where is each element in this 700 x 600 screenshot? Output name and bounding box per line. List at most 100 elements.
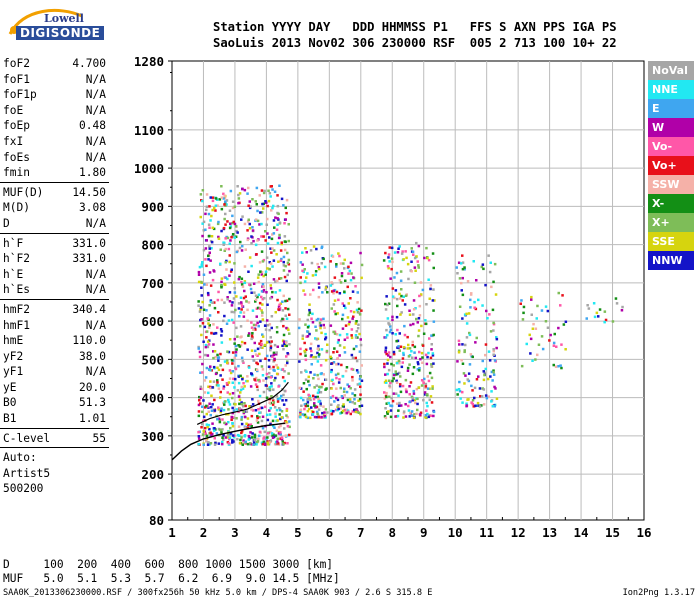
echo-dot <box>390 246 394 250</box>
echo-dot <box>418 350 421 354</box>
legend-item-nnw: NNW <box>648 251 694 270</box>
echo-dot <box>351 401 354 404</box>
echo-dot <box>471 399 475 402</box>
echo-dot <box>198 265 202 269</box>
echo-dot <box>263 189 266 193</box>
echo-dot <box>217 235 220 239</box>
echo-dot <box>271 355 274 358</box>
echo-dot <box>397 394 400 397</box>
echo-dot <box>431 387 434 390</box>
echo-dot <box>270 340 273 343</box>
echo-dot <box>302 390 305 393</box>
echo-dot <box>537 343 541 346</box>
echo-dot <box>457 349 461 352</box>
echo-dot <box>299 408 303 412</box>
echo-dot <box>475 279 478 282</box>
echo-dot <box>335 376 338 380</box>
echo-dot <box>353 394 357 397</box>
echo-dot <box>269 247 272 250</box>
echo-dot <box>557 365 560 368</box>
echo-dot <box>247 301 251 304</box>
echo-dot <box>207 441 210 444</box>
echo-dot <box>224 237 227 240</box>
echo-dot <box>493 359 497 362</box>
echo-dot <box>494 293 498 296</box>
echo-dot <box>277 236 281 240</box>
echo-dot <box>285 211 288 215</box>
echo-dot <box>256 415 259 418</box>
echo-dot <box>281 440 284 443</box>
echo-dot <box>387 354 390 357</box>
x-tick-label: 7 <box>357 525 365 540</box>
echo-dot <box>278 413 281 416</box>
param-name: C-level <box>3 431 51 445</box>
echo-dot <box>398 297 402 300</box>
echo-dot <box>522 311 525 315</box>
header-line-2: SaoLuis 2013 Nov02 306 230000 RSF 005 2 … <box>213 36 617 50</box>
param-separator <box>0 427 109 429</box>
echo-dot <box>242 311 246 314</box>
echo-dot <box>425 401 428 405</box>
echo-dot <box>281 399 284 402</box>
echo-dot <box>411 343 414 347</box>
echo-dot <box>329 396 333 399</box>
virtual-height-trace <box>171 422 286 461</box>
echo-dot <box>247 186 250 190</box>
echo-dot <box>464 343 467 347</box>
echo-dot <box>242 441 245 444</box>
echo-dot <box>260 250 264 253</box>
echo-dot <box>224 276 228 279</box>
echo-dot <box>461 401 464 404</box>
param-name: D <box>3 216 10 230</box>
x-tick-label: 1 <box>168 525 176 540</box>
echo-dot <box>461 343 464 346</box>
param-row: fxI N/A <box>0 134 109 150</box>
echo-dot <box>272 219 276 222</box>
echo-dot <box>276 279 279 283</box>
echo-dot <box>416 361 420 364</box>
echo-dot <box>248 222 251 226</box>
echo-dot <box>227 408 230 411</box>
echo-dot <box>392 350 396 354</box>
x-tick-label: 15 <box>605 525 620 540</box>
echo-dot <box>280 242 283 246</box>
echo-dot <box>228 274 231 277</box>
echo-dot <box>282 393 285 397</box>
echo-dot <box>217 406 220 409</box>
echo-dot <box>255 186 259 190</box>
echo-dot <box>254 200 257 203</box>
echo-dot <box>200 426 203 429</box>
echo-dot <box>402 258 405 261</box>
echo-dot <box>475 378 479 381</box>
echo-dot <box>278 233 281 237</box>
echo-dot <box>349 297 352 300</box>
echo-dot <box>389 355 392 359</box>
echo-dot <box>409 323 412 327</box>
echo-dot <box>255 315 258 318</box>
echo-dot <box>345 411 349 415</box>
echo-dot <box>264 357 267 360</box>
echo-dot <box>234 308 237 312</box>
echo-dot <box>209 284 213 287</box>
echo-dot <box>484 394 488 397</box>
echo-dot <box>425 303 428 306</box>
echo-dot <box>412 322 415 326</box>
echo-dot <box>234 367 238 371</box>
echo-dot <box>495 336 498 339</box>
echo-dot <box>272 401 276 404</box>
echo-dot <box>235 417 238 420</box>
echo-dot <box>388 379 391 382</box>
echo-dot <box>319 364 323 367</box>
echo-dot <box>250 334 254 338</box>
param-name: foEp <box>3 119 30 133</box>
echo-dot <box>203 283 206 286</box>
echo-dot <box>414 356 417 360</box>
echo-dot <box>422 398 425 402</box>
echo-dot <box>272 353 276 357</box>
echo-dot <box>283 240 287 243</box>
echo-dot <box>247 434 251 438</box>
echo-dot <box>353 398 356 401</box>
param-value: 51.3 <box>79 396 106 410</box>
echo-dot <box>460 359 463 362</box>
echo-dot <box>488 313 491 316</box>
